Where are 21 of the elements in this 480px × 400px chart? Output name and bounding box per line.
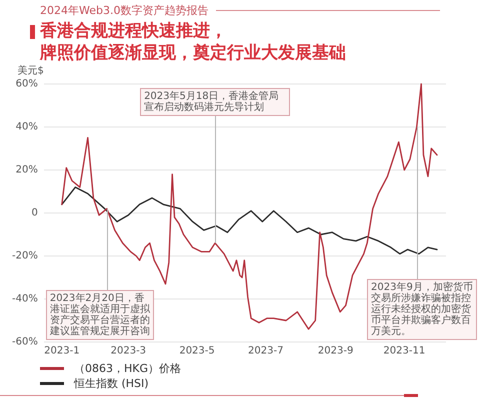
x-tick-label: 2023-1 — [44, 346, 80, 357]
x-tick-label: 2023-3 — [110, 346, 146, 357]
y-tick-label: 20% — [16, 164, 38, 176]
y-tick-label: -20% — [12, 250, 38, 262]
x-tick-label: 2023-9 — [318, 346, 354, 357]
legend-label: 恒生指数 (HSI) — [74, 376, 149, 391]
x-tick-label: 2023-11 — [383, 346, 426, 357]
y-tick-label: 0 — [31, 208, 38, 219]
x-tick-label: 2023-5 — [179, 346, 215, 357]
y-tick-label: 40% — [16, 122, 38, 133]
annotation: 2023年9月，加密货币交易所涉嫌诈骗被指控运行未经授权的加密货币平台并欺骗客户数百万美元。 — [367, 279, 477, 340]
y-axis-title: 美元$ — [17, 64, 44, 77]
chart-subtitle: 2024年Web3.0数字资产趋势报告 — [40, 3, 208, 18]
chart-title: 香港合规进程快速推进，牌照价值逐渐显现，奠定行业大发展基础 — [40, 20, 346, 64]
y-tick-label: -60% — [12, 336, 38, 348]
annotation: 2023年5月18日，香港金管局宣布启动数码港元先导计划 — [140, 88, 290, 116]
y-tick-label: -40% — [12, 294, 38, 305]
x-tick-label: 2023-7 — [248, 346, 284, 357]
annotation: 2023年2月20日，香港证监会就适用于虚拟资产交易平台营运者的建议监管规定展开咨询 — [46, 290, 154, 340]
y-tick-label: 60% — [16, 78, 38, 90]
legend-label: （0863，HKG）价格 — [74, 361, 182, 376]
